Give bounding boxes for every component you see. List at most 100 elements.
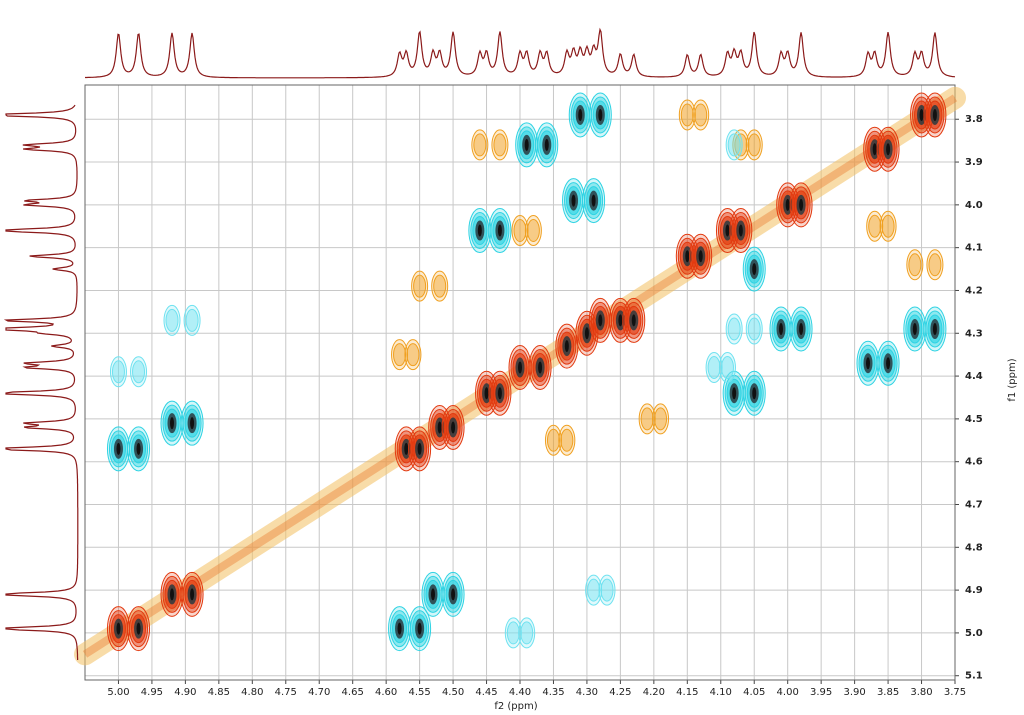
peak-core [538, 361, 543, 374]
y-tick-label: 4.7 [965, 499, 983, 510]
x-tick-label: 3.80 [910, 687, 932, 698]
peak [183, 304, 201, 336]
peak-core [932, 108, 937, 121]
contour-ring [747, 317, 761, 341]
contour-ring [185, 308, 199, 332]
peak [180, 571, 204, 617]
peak-core [738, 224, 743, 237]
x-tick-label: 4.50 [442, 687, 464, 698]
peak [732, 129, 750, 161]
peak-core [190, 588, 195, 601]
contour-ring [506, 621, 520, 645]
peak [518, 617, 536, 649]
peak-core [872, 143, 877, 156]
y-tick-label: 4.3 [965, 328, 983, 339]
x-tick-label: 4.70 [308, 687, 330, 698]
y-tick-label: 4.4 [965, 371, 983, 382]
x-tick-label: 4.60 [375, 687, 397, 698]
peak-core [799, 322, 804, 335]
x-tick-label: 4.65 [342, 687, 364, 698]
x-tick-label: 4.25 [609, 687, 631, 698]
contour-ring [493, 133, 507, 157]
peak [718, 352, 736, 384]
y-tick-label: 4.5 [965, 414, 983, 425]
peak [404, 339, 422, 371]
x-tick-label: 4.95 [141, 687, 163, 698]
contour-ring [413, 274, 427, 298]
peak [725, 129, 743, 161]
peak [524, 215, 542, 247]
peak [528, 345, 552, 391]
contour-ring [600, 578, 614, 602]
peak [488, 370, 512, 416]
peak [544, 424, 562, 456]
peak [562, 178, 586, 224]
x-axis-label: f2 (ppm) [494, 701, 537, 712]
peak-core [618, 314, 623, 327]
peak [742, 246, 766, 292]
peak [692, 99, 710, 131]
peak-core [524, 138, 529, 151]
x-tick-label: 5.00 [107, 687, 129, 698]
peak [588, 297, 612, 343]
peak-core [431, 588, 435, 601]
peak-core [136, 622, 141, 635]
x-tick-label: 3.90 [843, 687, 865, 698]
peak-core [170, 588, 174, 601]
projection-left [3, 104, 79, 660]
x-tick-label: 4.90 [174, 687, 196, 698]
peak [535, 122, 559, 168]
peak [926, 249, 944, 281]
peak [388, 606, 412, 652]
contour-ring [111, 360, 125, 384]
peak [906, 249, 924, 281]
x-tick-label: 4.10 [710, 687, 732, 698]
x-tick-label: 3.75 [944, 687, 966, 698]
peak-core [564, 340, 569, 353]
peak [588, 92, 612, 138]
peak [910, 92, 934, 138]
x-tick-label: 4.75 [275, 687, 297, 698]
contour-ring [406, 343, 420, 367]
peak-core [170, 417, 174, 430]
peak [109, 356, 127, 388]
peak-core [417, 622, 422, 635]
peak-core [544, 138, 549, 151]
peak-core [437, 421, 442, 434]
contour-ring [513, 219, 527, 243]
peak-core [116, 622, 121, 635]
contour-ring [520, 621, 534, 645]
peak-core [752, 263, 757, 276]
contour-ring [654, 407, 668, 431]
peak [622, 297, 646, 343]
peak [408, 426, 432, 472]
peak [106, 606, 130, 652]
x-tick-label: 4.55 [408, 687, 430, 698]
peak-core [685, 250, 690, 263]
peak-core [136, 442, 141, 455]
y-tick-label: 4.8 [965, 542, 983, 553]
x-tick-label: 4.30 [576, 687, 598, 698]
x-tick-label: 4.45 [475, 687, 497, 698]
y-tick-label: 4.0 [965, 200, 983, 211]
peak [568, 92, 592, 138]
peak-core [886, 143, 891, 156]
peak-core [799, 198, 804, 211]
peak-core [518, 361, 522, 374]
peak [729, 208, 753, 254]
peak-core [497, 224, 502, 237]
peak [745, 313, 763, 345]
peak [705, 352, 723, 384]
peak [127, 606, 151, 652]
peak [789, 306, 813, 352]
peak [163, 304, 181, 336]
peak [715, 208, 739, 254]
contour-ring [526, 219, 540, 243]
y-tick-label: 3.9 [965, 157, 983, 168]
peak [866, 210, 884, 242]
peak [408, 606, 432, 652]
contour-ring [680, 103, 694, 127]
x-tick-label: 4.05 [743, 687, 765, 698]
peak [491, 129, 509, 161]
peak-core [698, 250, 703, 263]
